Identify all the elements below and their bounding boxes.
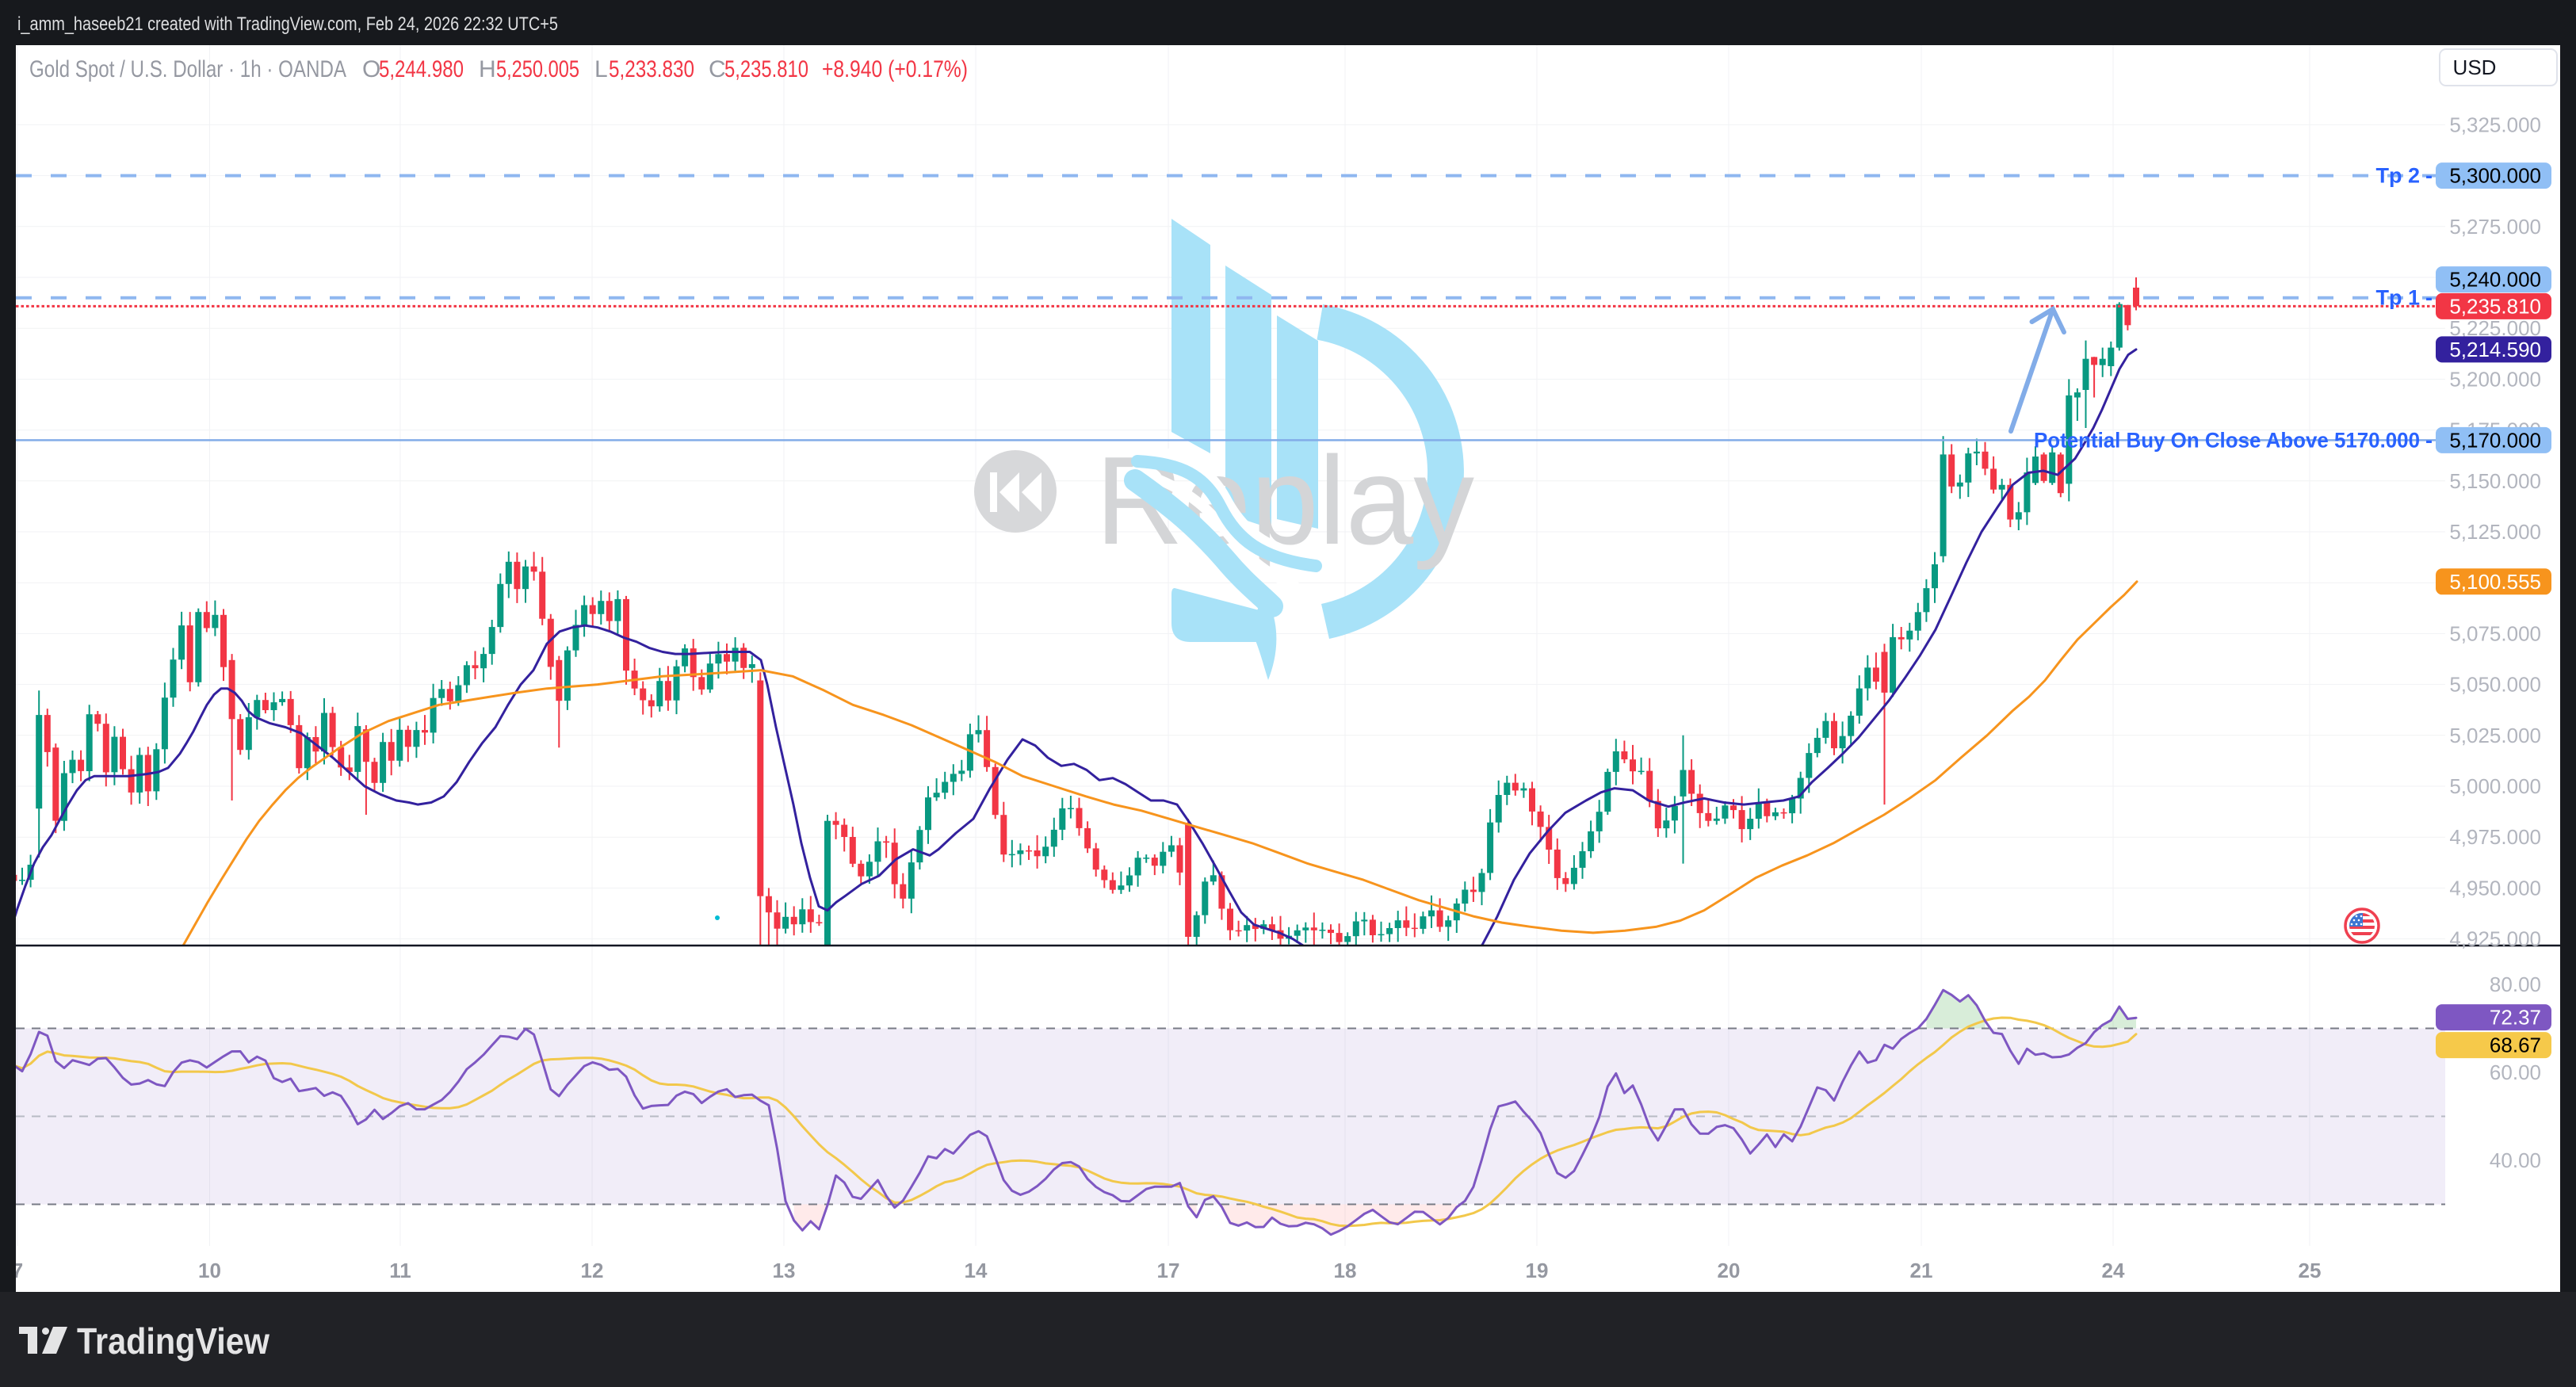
svg-text:USD: USD: [2453, 55, 2497, 79]
svg-text:5,100.555: 5,100.555: [2449, 570, 2541, 594]
svg-text:5,000.000: 5,000.000: [2449, 774, 2541, 798]
svg-text:68.67: 68.67: [2490, 1034, 2541, 1057]
svg-text:12: 12: [581, 1259, 604, 1282]
svg-text:5,200.000: 5,200.000: [2449, 367, 2541, 391]
svg-text:5,325.000: 5,325.000: [2449, 113, 2541, 136]
svg-text:11: 11: [389, 1259, 411, 1282]
svg-text:5,150.000: 5,150.000: [2449, 469, 2541, 493]
svg-text:Tp 2: Tp 2: [2375, 164, 2420, 188]
svg-text:i_amm_haseeb21 created with Tr: i_amm_haseeb21 created with TradingView.…: [17, 13, 558, 35]
svg-text:20: 20: [1718, 1259, 1741, 1282]
svg-text:5,170.000: 5,170.000: [2449, 428, 2541, 452]
svg-text:-: -: [2425, 164, 2433, 188]
svg-text:19: 19: [1526, 1259, 1549, 1282]
svg-text:10: 10: [198, 1259, 221, 1282]
svg-text:Potential Buy On Close Above 5: Potential Buy On Close Above 5170.000: [2034, 428, 2420, 452]
svg-text:-: -: [2425, 286, 2433, 310]
svg-text:5,214.590: 5,214.590: [2449, 338, 2541, 361]
svg-text:17: 17: [1157, 1259, 1180, 1282]
svg-text:40.00: 40.00: [2490, 1148, 2541, 1172]
svg-text:-: -: [2425, 428, 2433, 452]
svg-text:14: 14: [965, 1259, 988, 1282]
svg-text:60.00: 60.00: [2490, 1060, 2541, 1084]
svg-text:5,050.000: 5,050.000: [2449, 673, 2541, 697]
svg-text:4,950.000: 4,950.000: [2449, 876, 2541, 900]
svg-text:5,025.000: 5,025.000: [2449, 724, 2541, 747]
svg-text:5,225.000: 5,225.000: [2449, 316, 2541, 340]
svg-text:18: 18: [1334, 1259, 1357, 1282]
svg-text:24: 24: [2102, 1259, 2125, 1282]
svg-text:5,075.000: 5,075.000: [2449, 621, 2541, 645]
svg-text:4,925.000: 4,925.000: [2449, 927, 2541, 951]
svg-text:80.00: 80.00: [2490, 972, 2541, 996]
svg-text:21: 21: [1910, 1259, 1933, 1282]
svg-text:25: 25: [2299, 1259, 2322, 1282]
svg-text:Gold Spot / U.S. Dollar · 1h ·: Gold Spot / U.S. Dollar · 1h · OANDA O5,2…: [29, 56, 968, 82]
svg-text:13: 13: [773, 1259, 796, 1282]
svg-text:5,235.810: 5,235.810: [2449, 294, 2541, 318]
svg-text:5,275.000: 5,275.000: [2449, 215, 2541, 239]
svg-text:4,975.000: 4,975.000: [2449, 825, 2541, 849]
svg-text:5,240.000: 5,240.000: [2449, 268, 2541, 292]
svg-text:Tp 1: Tp 1: [2375, 286, 2420, 310]
svg-text:TradingView: TradingView: [77, 1320, 269, 1362]
svg-text:5,125.000: 5,125.000: [2449, 520, 2541, 544]
svg-text:72.37: 72.37: [2490, 1006, 2541, 1030]
svg-text:5,300.000: 5,300.000: [2449, 164, 2541, 188]
